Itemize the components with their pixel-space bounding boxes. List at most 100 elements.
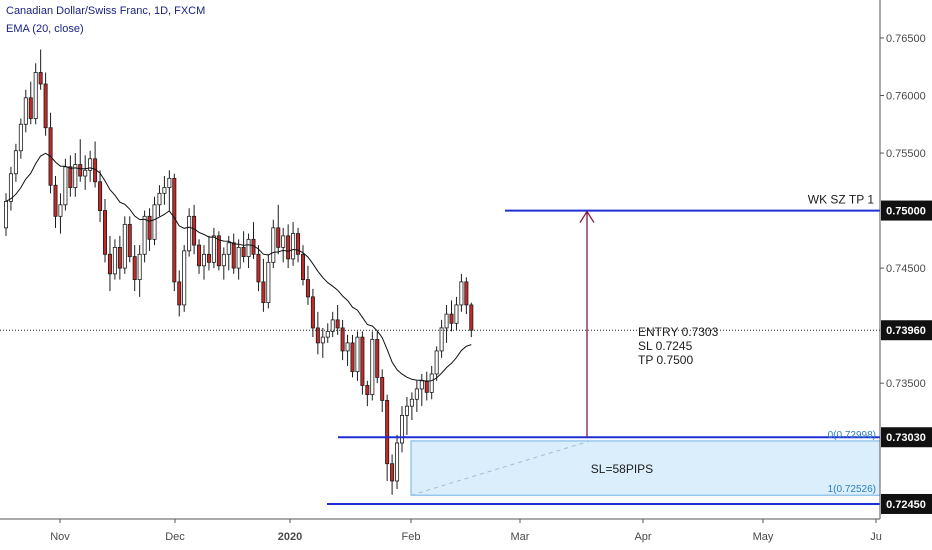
price-tick-label: 0.76000: [886, 91, 926, 103]
candle-down: [98, 181, 103, 211]
candle-up: [33, 72, 38, 119]
candles: [4, 49, 474, 495]
candle-up: [291, 233, 296, 260]
candle-up: [281, 235, 286, 248]
candle-down: [231, 242, 236, 269]
candle-up: [236, 246, 241, 269]
candle-up: [58, 204, 63, 217]
candle-up: [167, 177, 172, 188]
candle-down: [340, 327, 345, 352]
price-badge: [881, 200, 932, 221]
entry-note-line: SL 0.7245: [638, 339, 693, 353]
price-badge-label: 0.72450: [886, 499, 926, 511]
candle-up: [226, 242, 231, 255]
candle-up: [399, 414, 404, 444]
candle-down: [127, 223, 132, 257]
price-tick-label: 0.76500: [886, 33, 926, 45]
candle-down: [469, 304, 474, 331]
candle-down: [385, 400, 390, 465]
candle-down: [300, 253, 305, 281]
time-tick-label: Ju: [870, 531, 882, 543]
candle-up: [13, 150, 18, 175]
entry-note-line: ENTRY 0.7303: [638, 325, 719, 339]
price-badge-label: 0.73960: [886, 325, 926, 337]
candle-down: [464, 281, 469, 306]
candle-up: [122, 223, 127, 269]
price-badge: [881, 320, 932, 341]
candle-down: [177, 281, 182, 306]
candle-down: [206, 253, 211, 263]
candle-up: [271, 227, 276, 263]
time-tick-label: 2020: [278, 531, 302, 543]
price-tick-label: 0.73500: [886, 378, 926, 390]
candle-up: [8, 173, 13, 202]
chart-title: Canadian Dollar/Swiss Franc, 1D, FXCM: [6, 5, 206, 17]
price-tick-label: 0.75500: [886, 148, 926, 160]
candle-up: [330, 319, 335, 332]
candle-down: [380, 377, 385, 401]
candle-down: [305, 279, 310, 298]
candle-up: [325, 330, 330, 338]
wk-label: WK SZ TP 1: [808, 193, 875, 207]
candle-down: [360, 336, 365, 386]
candle-down: [197, 244, 202, 267]
candle-up: [137, 253, 142, 281]
candle-down: [147, 215, 152, 240]
candle-up: [414, 388, 419, 400]
price-badge: [881, 493, 932, 514]
time-tick-label: Mar: [511, 531, 530, 543]
candle-down: [350, 342, 355, 373]
candle-up: [419, 380, 424, 390]
candle-up: [221, 253, 226, 267]
time-tick-label: Apr: [634, 531, 651, 543]
candle-down: [28, 97, 33, 119]
time-tick-label: Feb: [402, 531, 421, 543]
candle-down: [276, 227, 281, 248]
candle-down: [449, 313, 454, 324]
candle-up: [162, 187, 167, 194]
price-badge-label: 0.75000: [886, 206, 926, 218]
candle-up: [345, 342, 350, 352]
candle-down: [310, 296, 315, 329]
price-axis[interactable]: 0.76500 0.76000 0.75500 0.74500 0.73500 0.750…: [879, 0, 932, 519]
fib-top-label: 0(0.72998): [828, 430, 876, 441]
candle-up: [370, 339, 375, 396]
candle-down: [117, 246, 122, 269]
candle-up: [4, 200, 9, 229]
annotations: WK SZ TP 1 SL=58PIPS 0(0.72998) 1(0.72526) E…: [0, 193, 881, 505]
price-badge-label: 0.73030: [886, 432, 926, 444]
candle-up: [88, 158, 93, 171]
candle-down: [286, 235, 291, 260]
candle-up: [404, 405, 409, 416]
candle-up: [395, 442, 400, 482]
candle-down: [296, 233, 301, 255]
entry-note-line: TP 0.7500: [638, 353, 693, 367]
candle-up: [409, 398, 414, 407]
candle-down: [256, 253, 261, 283]
candle-down: [365, 385, 370, 396]
candle-down: [107, 253, 112, 275]
fib-trend-line: [410, 440, 591, 496]
candle-up: [142, 215, 147, 255]
candle-up: [18, 123, 23, 152]
time-tick-label: Dec: [165, 531, 185, 543]
candle-down: [424, 380, 429, 393]
candle-up: [266, 261, 271, 304]
candle-up: [63, 166, 68, 206]
time-tick-label: Nov: [50, 531, 70, 543]
candle-down: [241, 246, 246, 257]
target-arrow-head: [579, 210, 595, 223]
candle-down: [172, 177, 177, 283]
candle-up: [112, 246, 117, 275]
candle-up: [320, 336, 325, 344]
sl-box: [410, 440, 881, 496]
candle-down: [216, 235, 221, 267]
price-tick-label: 0.74500: [886, 263, 926, 275]
time-axis[interactable]: Nov Dec 2020 Feb Mar Apr May Ju: [0, 518, 882, 543]
candle-down: [38, 72, 43, 85]
candle-up: [459, 281, 464, 306]
candle-up: [211, 235, 216, 263]
fib-bottom-label: 1(0.72526): [828, 484, 876, 495]
candle-down: [390, 463, 395, 482]
